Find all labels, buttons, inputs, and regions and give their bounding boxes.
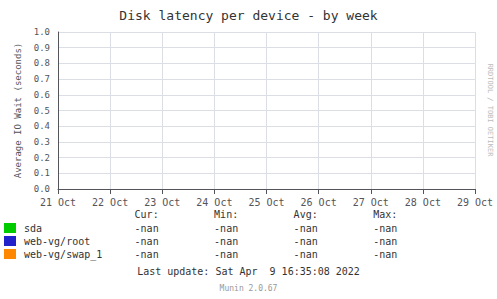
svg-text:web-vg/swap_1: web-vg/swap_1 — [24, 249, 102, 261]
svg-text:-nan: -nan — [214, 249, 238, 260]
svg-text:Min:: Min: — [214, 209, 238, 220]
svg-text:0.5: 0.5 — [34, 106, 50, 116]
svg-text:0.1: 0.1 — [34, 168, 50, 178]
svg-text:-nan: -nan — [373, 236, 397, 247]
svg-text:-nan: -nan — [135, 236, 159, 247]
svg-text:0.3: 0.3 — [34, 137, 50, 147]
svg-text:24 Oct: 24 Oct — [196, 197, 232, 208]
svg-text:Disk latency per device - by w: Disk latency per device - by week — [119, 8, 377, 23]
svg-text:0.8: 0.8 — [34, 58, 50, 68]
svg-text:29 Oct: 29 Oct — [457, 197, 493, 208]
svg-text:-nan: -nan — [135, 223, 159, 234]
svg-text:0.6: 0.6 — [34, 90, 50, 100]
svg-text:0.2: 0.2 — [34, 153, 50, 163]
svg-text:-nan: -nan — [294, 249, 318, 260]
svg-text:-nan: -nan — [294, 223, 318, 234]
svg-text:-nan: -nan — [373, 223, 397, 234]
svg-text:21 Oct: 21 Oct — [40, 197, 76, 208]
svg-text:Average IO Wait (seconds): Average IO Wait (seconds) — [13, 43, 23, 178]
svg-text:Last update: Sat Apr 9 16:35:: Last update: Sat Apr 9 16:35:08 2022 — [137, 266, 360, 277]
svg-text:Munin 2.0.67: Munin 2.0.67 — [220, 284, 278, 293]
svg-text:-nan: -nan — [294, 236, 318, 247]
svg-text:22 Oct: 22 Oct — [92, 197, 128, 208]
svg-text:0.0: 0.0 — [34, 184, 50, 194]
svg-text:0.7: 0.7 — [34, 74, 50, 84]
svg-text:Cur:: Cur: — [135, 209, 159, 220]
svg-text:0.9: 0.9 — [34, 43, 50, 53]
svg-text:Avg:: Avg: — [294, 209, 318, 220]
svg-text:0.4: 0.4 — [34, 121, 50, 131]
svg-text:28 Oct: 28 Oct — [405, 197, 441, 208]
svg-text:26 Oct: 26 Oct — [301, 197, 337, 208]
svg-text:sda: sda — [24, 223, 42, 234]
svg-text:25 Oct: 25 Oct — [248, 197, 284, 208]
svg-text:-nan: -nan — [135, 249, 159, 260]
svg-text:27 Oct: 27 Oct — [353, 197, 389, 208]
svg-text:-nan: -nan — [373, 249, 397, 260]
svg-text:1.0: 1.0 — [34, 27, 50, 37]
svg-text:-nan: -nan — [214, 236, 238, 247]
svg-text:23 Oct: 23 Oct — [144, 197, 180, 208]
svg-text:-nan: -nan — [214, 223, 238, 234]
svg-text:Max:: Max: — [373, 209, 397, 220]
svg-text:RRDTOOL / TOBI OETIKER: RRDTOOL / TOBI OETIKER — [486, 64, 494, 158]
svg-text:web-vg/root: web-vg/root — [24, 236, 90, 247]
